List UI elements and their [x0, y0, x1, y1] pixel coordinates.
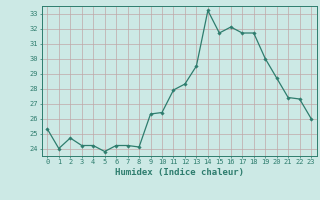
- X-axis label: Humidex (Indice chaleur): Humidex (Indice chaleur): [115, 168, 244, 177]
